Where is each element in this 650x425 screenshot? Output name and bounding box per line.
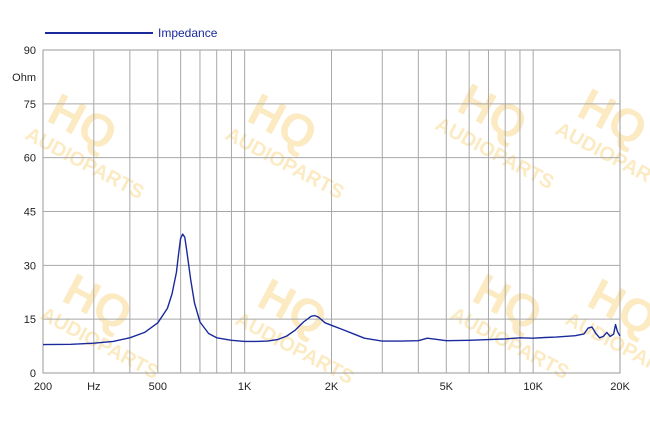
x-tick-label: 20K <box>610 381 630 393</box>
y-axis-label: Ohm <box>12 72 36 84</box>
legend-label: Impedance <box>158 26 218 40</box>
x-tick-label: 5K <box>440 381 454 393</box>
legend: Impedance <box>45 26 218 40</box>
y-tick-label: 45 <box>24 207 36 219</box>
y-tick-label: 30 <box>24 260 36 272</box>
x-tick-label: Hz <box>87 381 100 393</box>
grid <box>42 49 621 374</box>
y-tick-label: 75 <box>24 99 36 111</box>
x-tick-label: 2K <box>325 381 339 393</box>
series-layer <box>42 233 621 346</box>
y-tick-label: 60 <box>24 153 36 165</box>
y-tick-label: 15 <box>24 314 36 326</box>
y-tick-label: 90 <box>24 45 36 57</box>
x-tick-label: 1K <box>238 381 252 393</box>
axes: 0 15 30 45 60 75 90 Ohm 200 Hz 500 1K 2K 5K 10K 20K <box>12 45 630 393</box>
x-tick-label: 10K <box>523 381 543 393</box>
y-tick-label: 0 <box>30 368 36 380</box>
series-line-impedance <box>42 233 621 346</box>
x-tick-label: 500 <box>149 381 167 393</box>
x-tick-label: 200 <box>34 381 52 393</box>
